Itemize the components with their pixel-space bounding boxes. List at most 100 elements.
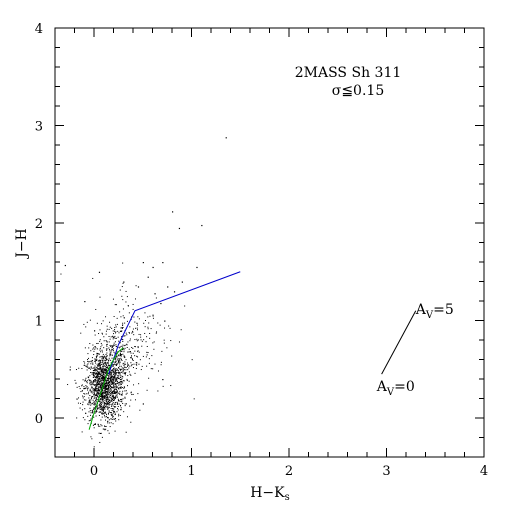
data-point (95, 376, 97, 378)
data-point (111, 376, 113, 378)
data-point (105, 375, 107, 377)
data-point (122, 299, 124, 301)
data-point (122, 308, 124, 310)
data-point (95, 373, 97, 375)
data-point (101, 425, 103, 427)
data-point (98, 382, 100, 384)
data-point (148, 377, 150, 379)
data-point (104, 368, 106, 370)
data-point (93, 372, 95, 374)
data-point (132, 328, 134, 330)
data-point (178, 227, 181, 230)
data-point (109, 352, 111, 354)
data-point (104, 396, 106, 398)
data-point (99, 368, 101, 370)
data-point (105, 359, 107, 361)
data-point (115, 388, 117, 390)
data-point (106, 328, 108, 330)
data-point (114, 391, 116, 393)
data-point (95, 387, 97, 389)
data-point (106, 355, 108, 357)
data-point (93, 367, 95, 369)
data-point (101, 355, 103, 357)
data-point (126, 378, 128, 380)
data-point (107, 403, 109, 405)
data-point (98, 362, 100, 364)
data-point (107, 368, 109, 370)
data-point (105, 389, 107, 391)
data-point (121, 380, 123, 382)
data-point (103, 356, 105, 358)
x-tick-label: 0 (90, 464, 98, 479)
data-point (105, 384, 107, 386)
data-point (110, 422, 112, 424)
data-point (94, 383, 96, 385)
data-point (144, 332, 146, 334)
data-point (103, 360, 105, 362)
data-point (88, 400, 90, 402)
data-point (99, 340, 101, 342)
data-point (155, 297, 157, 299)
data-point (164, 327, 166, 329)
data-point (136, 364, 138, 366)
data-point (84, 347, 86, 349)
data-point (105, 375, 107, 377)
data-point (91, 402, 93, 404)
data-point (101, 409, 103, 411)
data-point (120, 386, 122, 388)
data-point (106, 387, 108, 389)
data-point (108, 422, 110, 424)
y-tick-label: 1 (35, 315, 43, 330)
data-point (122, 324, 124, 326)
data-point (141, 340, 143, 342)
data-point (102, 397, 104, 399)
data-point (98, 368, 100, 370)
data-point (111, 382, 113, 384)
data-point (111, 398, 113, 400)
data-point (86, 321, 88, 323)
data-point (95, 308, 97, 310)
data-point (83, 393, 85, 395)
data-point (109, 349, 111, 351)
data-point (96, 410, 98, 412)
data-point (109, 399, 111, 401)
data-point (102, 409, 104, 411)
data-point (117, 382, 119, 384)
data-point (97, 375, 99, 377)
data-point (107, 430, 109, 432)
data-point (101, 395, 103, 397)
data-point (120, 380, 122, 382)
data-point (116, 323, 118, 325)
data-point (121, 327, 123, 329)
data-point (100, 368, 102, 370)
data-point (112, 337, 114, 339)
data-point (102, 358, 104, 360)
data-point (82, 379, 84, 381)
data-point (88, 357, 90, 359)
data-point (124, 347, 126, 349)
data-point (142, 262, 144, 264)
data-point (95, 399, 97, 401)
data-point (108, 381, 110, 383)
data-point (101, 394, 103, 396)
data-point (105, 364, 107, 366)
data-point (101, 416, 103, 418)
data-point (92, 344, 94, 346)
data-point (95, 393, 97, 395)
data-point (99, 367, 101, 369)
data-point (97, 423, 99, 425)
data-point (115, 304, 117, 306)
data-point (124, 372, 126, 374)
data-point (103, 357, 105, 359)
data-point (120, 398, 122, 400)
data-point (104, 406, 106, 408)
data-point (110, 405, 112, 407)
data-point (114, 304, 116, 306)
data-point (100, 398, 102, 400)
data-point (100, 403, 102, 405)
data-point (125, 332, 127, 334)
data-point (128, 312, 130, 314)
data-point (112, 348, 114, 350)
data-point (87, 387, 89, 389)
data-point (77, 402, 79, 404)
